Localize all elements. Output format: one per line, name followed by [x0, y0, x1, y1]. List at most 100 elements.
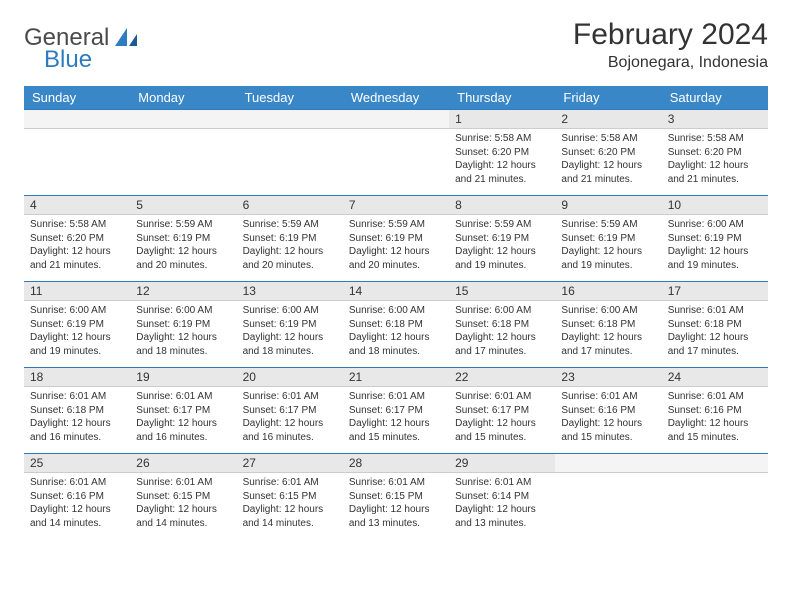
- day-number: 10: [662, 195, 768, 215]
- sunset-text: Sunset: 6:15 PM: [243, 490, 337, 504]
- sunrise-text: Sunrise: 5:58 AM: [30, 218, 124, 232]
- day-details: [343, 129, 449, 187]
- sunset-text: Sunset: 6:20 PM: [30, 232, 124, 246]
- sunset-text: Sunset: 6:17 PM: [136, 404, 230, 418]
- day-number: [130, 109, 236, 129]
- day-number: 16: [555, 281, 661, 301]
- day-number: 21: [343, 367, 449, 387]
- daylight-text: Daylight: 12 hours and 17 minutes.: [668, 331, 762, 358]
- calendar-day: 12Sunrise: 6:00 AMSunset: 6:19 PMDayligh…: [130, 281, 236, 367]
- day-number: 19: [130, 367, 236, 387]
- calendar-day: 10Sunrise: 6:00 AMSunset: 6:19 PMDayligh…: [662, 195, 768, 281]
- sunset-text: Sunset: 6:18 PM: [349, 318, 443, 332]
- day-number: 22: [449, 367, 555, 387]
- daylight-text: Daylight: 12 hours and 20 minutes.: [136, 245, 230, 272]
- day-number: 7: [343, 195, 449, 215]
- day-details: Sunrise: 6:00 AMSunset: 6:18 PMDaylight:…: [449, 301, 555, 364]
- calendar-day: 11Sunrise: 6:00 AMSunset: 6:19 PMDayligh…: [24, 281, 130, 367]
- daylight-text: Daylight: 12 hours and 14 minutes.: [136, 503, 230, 530]
- sunset-text: Sunset: 6:19 PM: [349, 232, 443, 246]
- day-number: 9: [555, 195, 661, 215]
- sunrise-text: Sunrise: 5:59 AM: [243, 218, 337, 232]
- day-number: 13: [237, 281, 343, 301]
- sunset-text: Sunset: 6:18 PM: [561, 318, 655, 332]
- sunset-text: Sunset: 6:19 PM: [668, 232, 762, 246]
- sunrise-text: Sunrise: 6:01 AM: [349, 390, 443, 404]
- page-header: General February 2024 Bojonegara, Indone…: [24, 18, 768, 72]
- day-details: Sunrise: 6:01 AMSunset: 6:14 PMDaylight:…: [449, 473, 555, 536]
- calendar-day: 20Sunrise: 6:01 AMSunset: 6:17 PMDayligh…: [237, 367, 343, 453]
- day-number: 12: [130, 281, 236, 301]
- daylight-text: Daylight: 12 hours and 19 minutes.: [30, 331, 124, 358]
- sunrise-text: Sunrise: 5:59 AM: [136, 218, 230, 232]
- daylight-text: Daylight: 12 hours and 16 minutes.: [30, 417, 124, 444]
- day-details: Sunrise: 5:58 AMSunset: 6:20 PMDaylight:…: [555, 129, 661, 192]
- daylight-text: Daylight: 12 hours and 13 minutes.: [349, 503, 443, 530]
- daylight-text: Daylight: 12 hours and 15 minutes.: [455, 417, 549, 444]
- sunset-text: Sunset: 6:16 PM: [30, 490, 124, 504]
- daylight-text: Daylight: 12 hours and 20 minutes.: [349, 245, 443, 272]
- sunset-text: Sunset: 6:20 PM: [455, 146, 549, 160]
- logo-text-blue: Blue: [44, 46, 92, 73]
- calendar-day: [662, 453, 768, 539]
- sunset-text: Sunset: 6:18 PM: [30, 404, 124, 418]
- day-number: 14: [343, 281, 449, 301]
- day-details: Sunrise: 6:01 AMSunset: 6:15 PMDaylight:…: [343, 473, 449, 536]
- day-details: Sunrise: 6:00 AMSunset: 6:19 PMDaylight:…: [24, 301, 130, 364]
- calendar-day: [555, 453, 661, 539]
- daylight-text: Daylight: 12 hours and 13 minutes.: [455, 503, 549, 530]
- sunset-text: Sunset: 6:16 PM: [561, 404, 655, 418]
- day-details: Sunrise: 6:01 AMSunset: 6:17 PMDaylight:…: [449, 387, 555, 450]
- sunrise-text: Sunrise: 5:58 AM: [455, 132, 549, 146]
- calendar-day: 4Sunrise: 5:58 AMSunset: 6:20 PMDaylight…: [24, 195, 130, 281]
- calendar-day: 2Sunrise: 5:58 AMSunset: 6:20 PMDaylight…: [555, 109, 661, 195]
- calendar-head: SundayMondayTuesdayWednesdayThursdayFrid…: [24, 86, 768, 109]
- sunrise-text: Sunrise: 6:01 AM: [243, 476, 337, 490]
- calendar-day: 16Sunrise: 6:00 AMSunset: 6:18 PMDayligh…: [555, 281, 661, 367]
- day-number: 11: [24, 281, 130, 301]
- calendar-day: [237, 109, 343, 195]
- daylight-text: Daylight: 12 hours and 19 minutes.: [668, 245, 762, 272]
- calendar-day: [343, 109, 449, 195]
- day-number: 25: [24, 453, 130, 473]
- calendar-day: 25Sunrise: 6:01 AMSunset: 6:16 PMDayligh…: [24, 453, 130, 539]
- sunset-text: Sunset: 6:20 PM: [668, 146, 762, 160]
- calendar-day: 9Sunrise: 5:59 AMSunset: 6:19 PMDaylight…: [555, 195, 661, 281]
- day-number: 5: [130, 195, 236, 215]
- calendar-body: 1Sunrise: 5:58 AMSunset: 6:20 PMDaylight…: [24, 109, 768, 539]
- sunset-text: Sunset: 6:19 PM: [455, 232, 549, 246]
- day-details: Sunrise: 6:00 AMSunset: 6:18 PMDaylight:…: [343, 301, 449, 364]
- calendar-day: 24Sunrise: 6:01 AMSunset: 6:16 PMDayligh…: [662, 367, 768, 453]
- day-details: [24, 129, 130, 187]
- sunrise-text: Sunrise: 6:00 AM: [455, 304, 549, 318]
- location-label: Bojonegara, Indonesia: [573, 54, 768, 72]
- sunrise-text: Sunrise: 6:01 AM: [243, 390, 337, 404]
- day-number: 18: [24, 367, 130, 387]
- sunrise-text: Sunrise: 5:59 AM: [561, 218, 655, 232]
- day-details: Sunrise: 6:01 AMSunset: 6:16 PMDaylight:…: [555, 387, 661, 450]
- sunrise-text: Sunrise: 5:59 AM: [455, 218, 549, 232]
- sunrise-text: Sunrise: 6:00 AM: [136, 304, 230, 318]
- day-details: Sunrise: 6:00 AMSunset: 6:19 PMDaylight:…: [662, 215, 768, 278]
- sunrise-text: Sunrise: 5:58 AM: [561, 132, 655, 146]
- day-details: Sunrise: 6:00 AMSunset: 6:19 PMDaylight:…: [130, 301, 236, 364]
- calendar-week: 1Sunrise: 5:58 AMSunset: 6:20 PMDaylight…: [24, 109, 768, 195]
- day-number: 6: [237, 195, 343, 215]
- day-details: Sunrise: 6:01 AMSunset: 6:16 PMDaylight:…: [24, 473, 130, 536]
- daylight-text: Daylight: 12 hours and 18 minutes.: [243, 331, 337, 358]
- day-details: Sunrise: 6:01 AMSunset: 6:16 PMDaylight:…: [662, 387, 768, 450]
- daylight-text: Daylight: 12 hours and 19 minutes.: [455, 245, 549, 272]
- day-number: [555, 453, 661, 473]
- daylight-text: Daylight: 12 hours and 19 minutes.: [561, 245, 655, 272]
- logo-text-blue-wrap: Blue: [44, 46, 92, 74]
- calendar-day: 28Sunrise: 6:01 AMSunset: 6:15 PMDayligh…: [343, 453, 449, 539]
- daylight-text: Daylight: 12 hours and 16 minutes.: [243, 417, 337, 444]
- daylight-text: Daylight: 12 hours and 18 minutes.: [136, 331, 230, 358]
- day-number: [662, 453, 768, 473]
- sunset-text: Sunset: 6:18 PM: [668, 318, 762, 332]
- day-details: Sunrise: 6:00 AMSunset: 6:19 PMDaylight:…: [237, 301, 343, 364]
- daylight-text: Daylight: 12 hours and 20 minutes.: [243, 245, 337, 272]
- calendar-day: 27Sunrise: 6:01 AMSunset: 6:15 PMDayligh…: [237, 453, 343, 539]
- calendar-day: 21Sunrise: 6:01 AMSunset: 6:17 PMDayligh…: [343, 367, 449, 453]
- calendar-day: 17Sunrise: 6:01 AMSunset: 6:18 PMDayligh…: [662, 281, 768, 367]
